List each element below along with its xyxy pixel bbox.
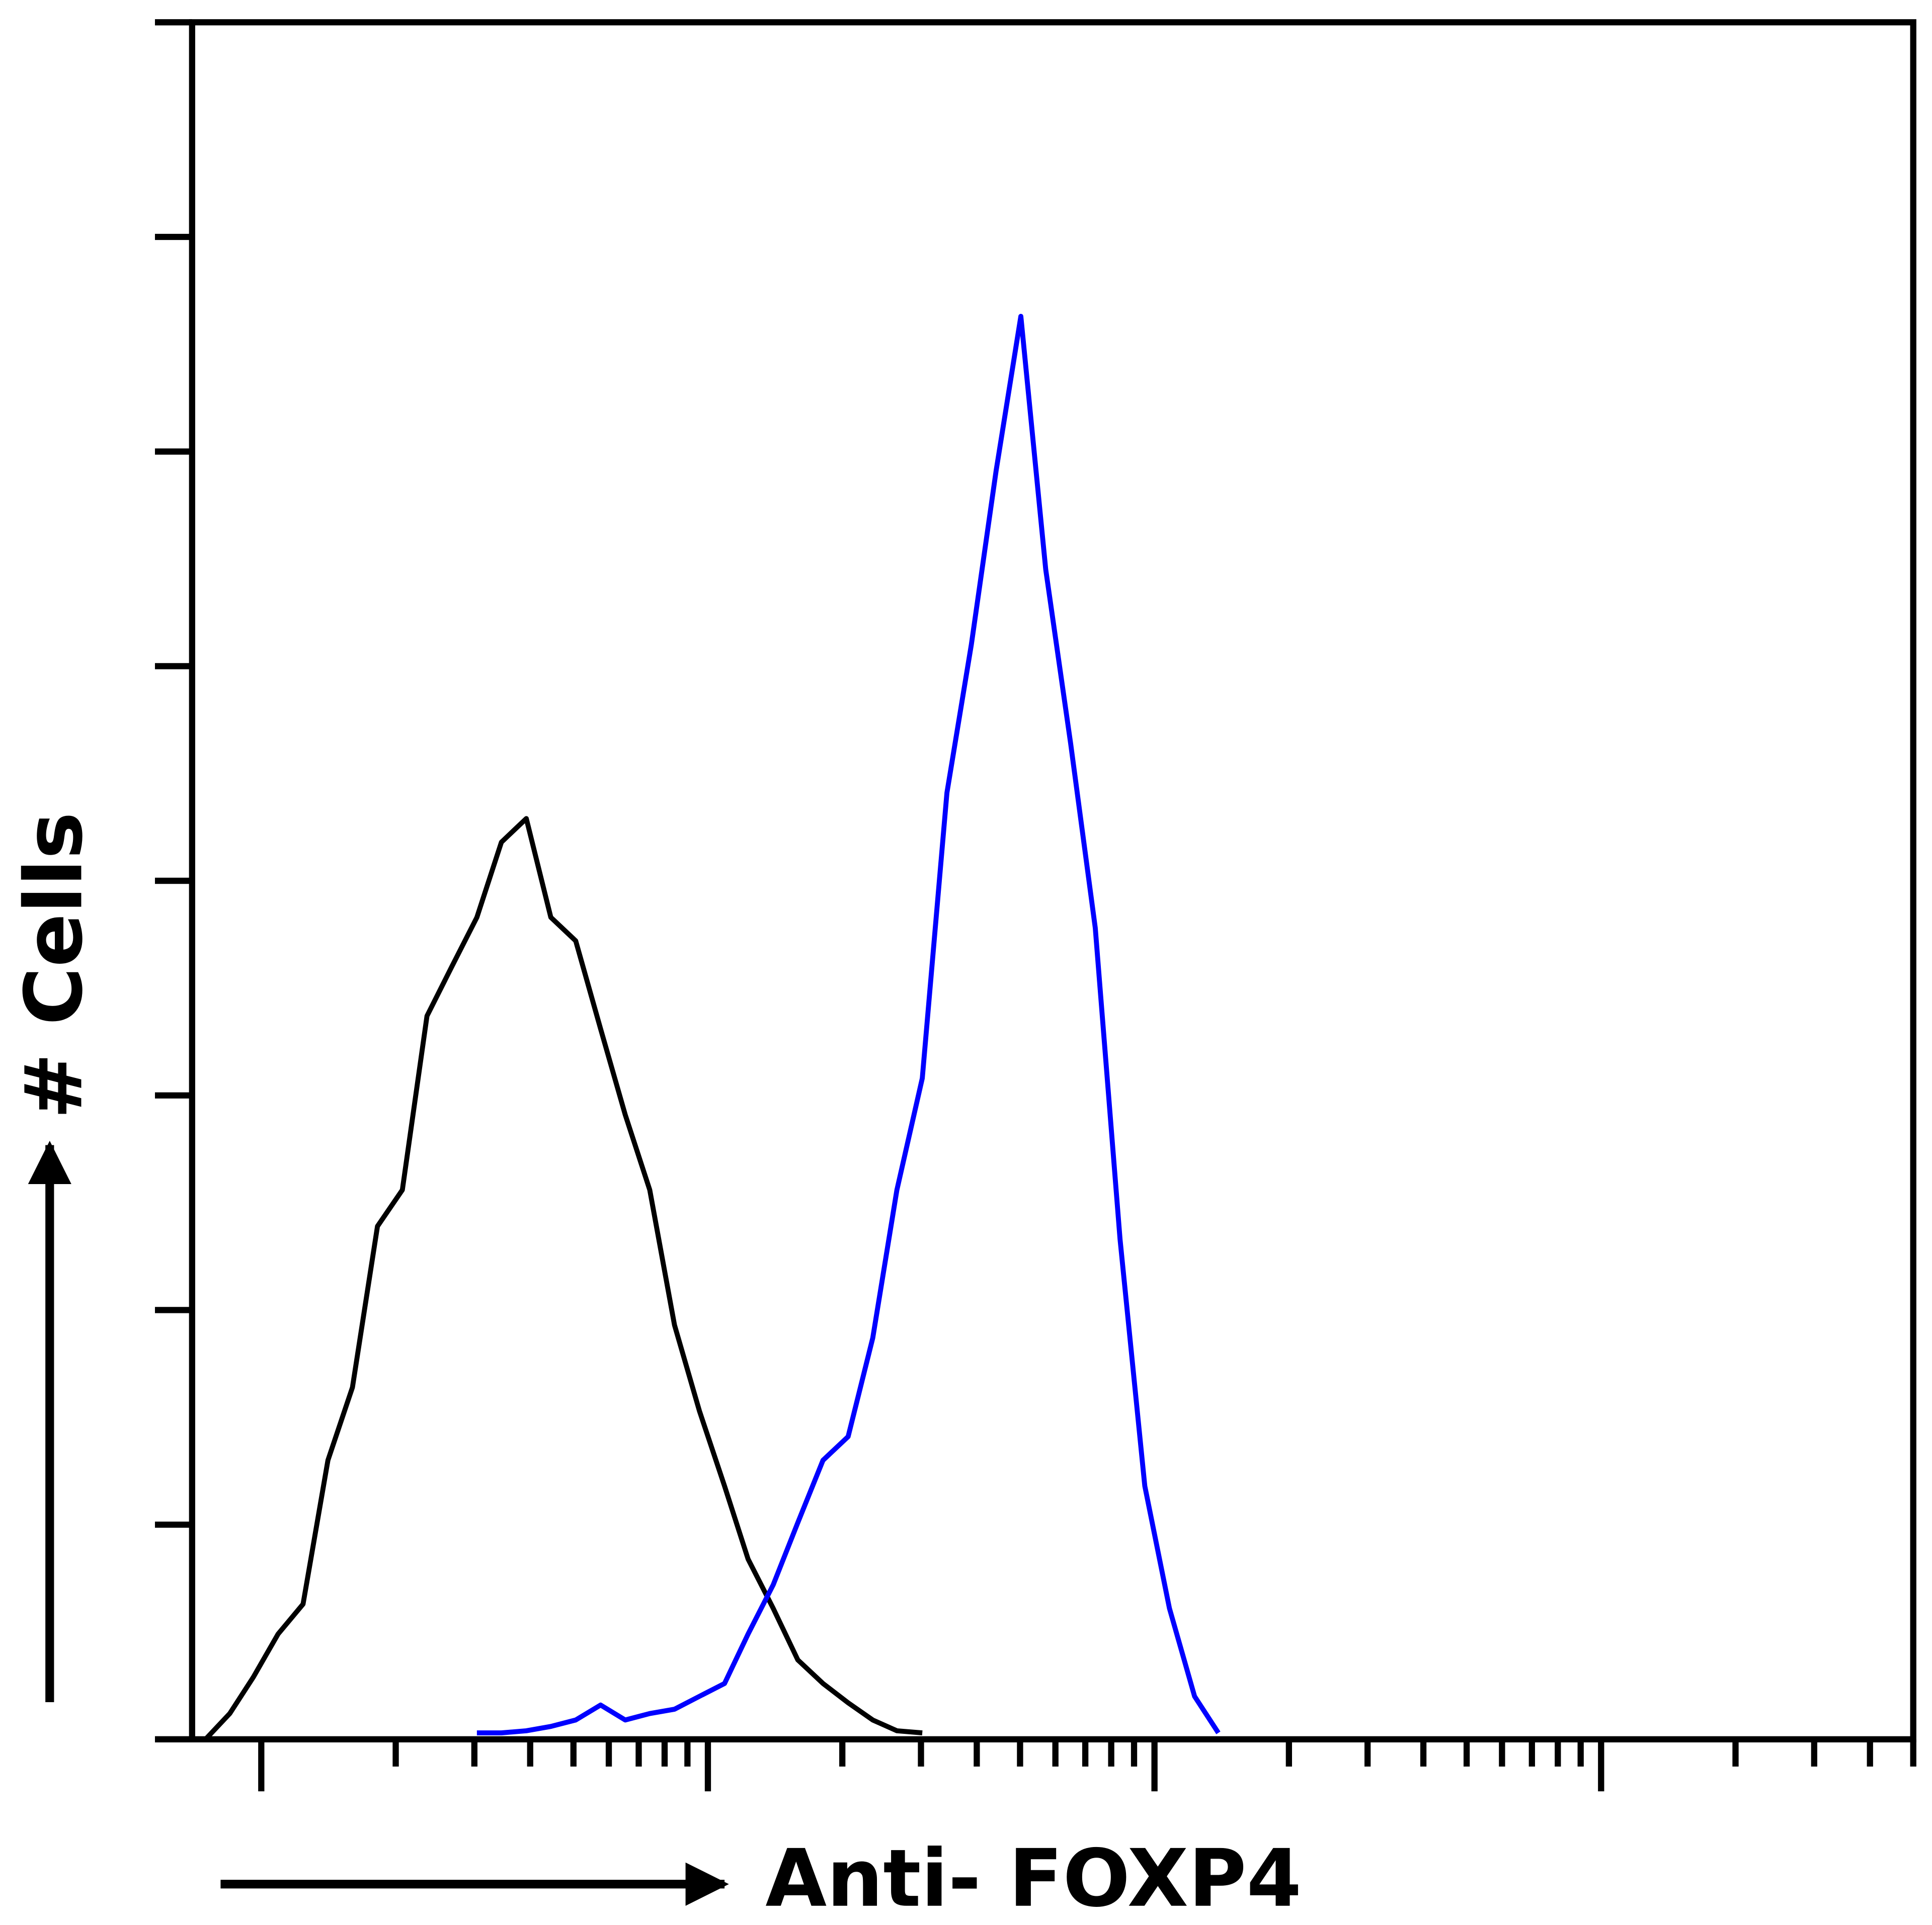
x-axis-label: Anti- FOXP4 [765,1833,1302,1925]
histogram-line [476,313,1221,1735]
y-axis-label: # Cells [8,812,100,1119]
histogram-line [203,816,923,1741]
plot-frame [189,19,1916,1742]
